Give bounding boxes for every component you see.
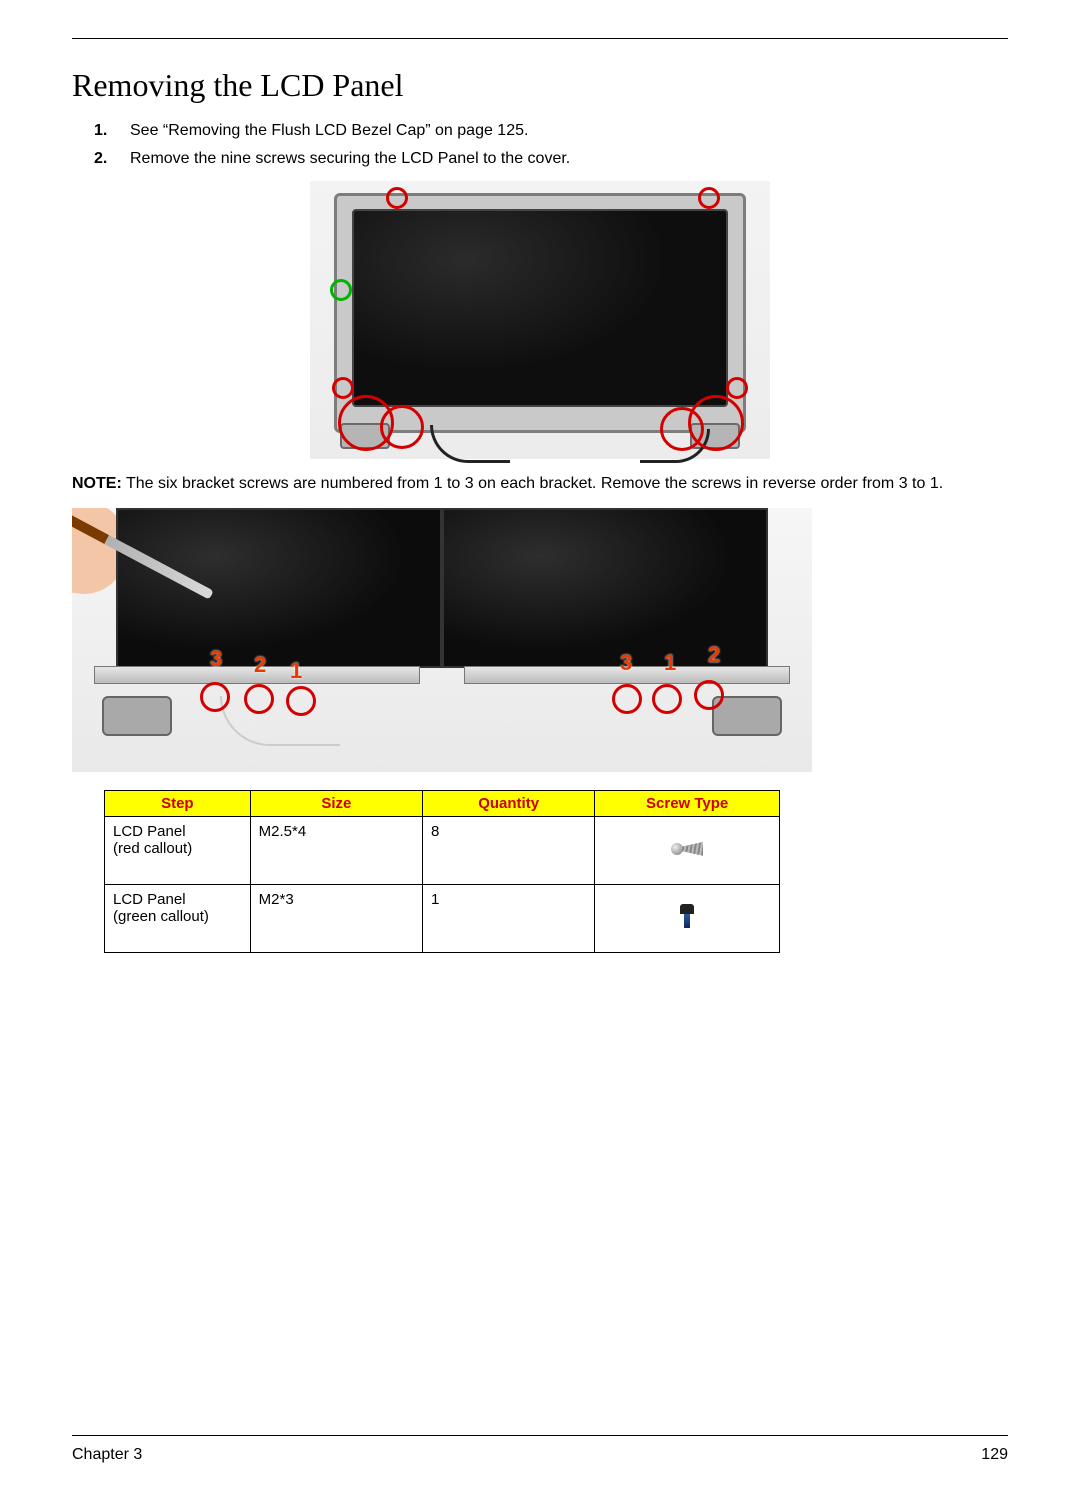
wire-icon: [220, 696, 340, 746]
top-rule: [72, 38, 1008, 39]
screw-number-label: 1: [290, 658, 302, 684]
th-size: Size: [250, 791, 422, 817]
cell-size: M2*3: [250, 885, 422, 953]
step-item: 2. Remove the nine screws securing the L…: [94, 148, 1008, 170]
note-label: NOTE:: [72, 475, 122, 492]
cell-qty: 8: [422, 817, 594, 885]
screw-number-label: 3: [620, 650, 632, 676]
cell-size: M2.5*4: [250, 817, 422, 885]
cell-step: LCD Panel(red callout): [105, 817, 251, 885]
screw-number-label: 2: [254, 652, 266, 678]
hinge-icon: [712, 696, 782, 736]
step-item: 1. See “Removing the Flush LCD Bezel Cap…: [94, 120, 1008, 142]
cell-screw-type: [595, 817, 780, 885]
bottom-rule: [72, 1435, 1008, 1436]
screw-number-label: 2: [708, 642, 720, 668]
red-callout-icon: [380, 405, 424, 449]
step-num: 1.: [94, 120, 107, 142]
red-callout-icon: [332, 377, 354, 399]
figure-bracket-closeup: 321312: [72, 508, 812, 772]
cell-screw-type: [595, 885, 780, 953]
black-screw-icon: [676, 904, 698, 930]
red-callout-icon: [660, 407, 704, 451]
cable-icon: [430, 425, 510, 463]
th-step: Step: [105, 791, 251, 817]
red-callout-icon: [726, 377, 748, 399]
hinge-icon: [102, 696, 172, 736]
th-qty: Quantity: [422, 791, 594, 817]
page-title: Removing the LCD Panel: [72, 67, 1008, 104]
note-text: The six bracket screws are numbered from…: [122, 475, 943, 492]
screw-table: Step Size Quantity Screw Type LCD Panel(…: [104, 790, 780, 953]
table-row: LCD Panel(red callout)M2.5*48: [105, 817, 780, 885]
footer-chapter: Chapter 3: [72, 1446, 142, 1464]
lcd-screen: [352, 209, 728, 407]
red-callout-icon: [698, 187, 720, 209]
note-paragraph: NOTE: The six bracket screws are numbere…: [72, 473, 1008, 495]
silver-screw-icon: [671, 839, 703, 859]
screw-number-label: 1: [664, 650, 676, 676]
step-list: 1. See “Removing the Flush LCD Bezel Cap…: [72, 120, 1008, 171]
footer-page: 129: [981, 1446, 1008, 1464]
step-text: See “Removing the Flush LCD Bezel Cap” o…: [130, 122, 528, 139]
lcd-screen: [116, 508, 442, 668]
cell-step: LCD Panel(green callout): [105, 885, 251, 953]
table-row: LCD Panel(green callout)M2*31: [105, 885, 780, 953]
th-type: Screw Type: [595, 791, 780, 817]
step-text: Remove the nine screws securing the LCD …: [130, 150, 570, 167]
figure-lcd-callouts: [310, 181, 770, 459]
cell-qty: 1: [422, 885, 594, 953]
green-callout-icon: [330, 279, 352, 301]
red-callout-icon: [386, 187, 408, 209]
step-num: 2.: [94, 148, 107, 170]
screw-number-label: 3: [210, 646, 222, 672]
